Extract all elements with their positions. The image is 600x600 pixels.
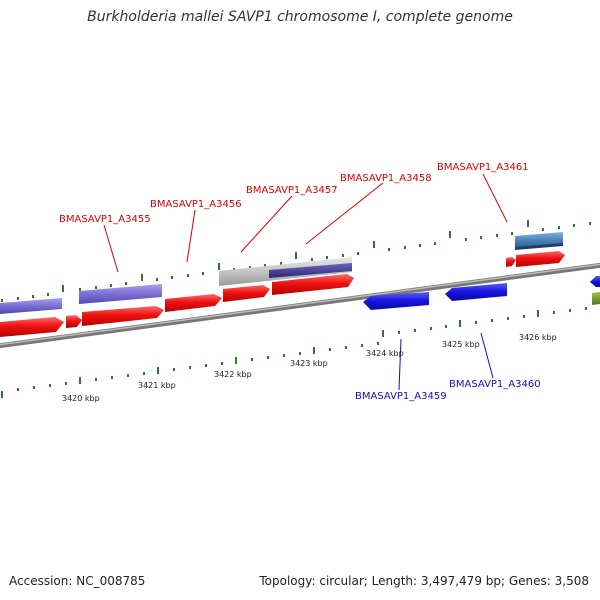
purple-feature-left[interactable] <box>0 298 62 314</box>
outer-tick-ring <box>1 220 591 302</box>
leader-a3459 <box>398 338 402 391</box>
forward-cds-arrow[interactable] <box>0 317 64 337</box>
gene-label-a3460: BMASAVP1_A3460 <box>449 379 541 390</box>
gene-label-a3458: BMASAVP1_A3458 <box>340 173 432 184</box>
reverse-cds-arrow-a3460[interactable] <box>445 283 507 301</box>
inner-tick-ring <box>1 307 587 398</box>
gene-label-a3461: BMASAVP1_A3461 <box>437 162 529 173</box>
gene-label-a3459: BMASAVP1_A3459 <box>355 391 447 402</box>
leader-a3460 <box>480 332 494 379</box>
forward-cds-arrow[interactable] <box>82 306 164 326</box>
scale-label: 3425 kbp <box>442 340 480 349</box>
forward-cds-arrow[interactable] <box>506 257 516 267</box>
navy-feature-a3458[interactable] <box>269 263 352 278</box>
gene-label-a3457: BMASAVP1_A3457 <box>246 185 338 196</box>
forward-cds-arrow[interactable] <box>165 294 222 312</box>
purple-feature-a3455[interactable] <box>79 284 162 304</box>
olive-feature[interactable] <box>592 292 600 305</box>
scale-label: 3423 kbp <box>290 359 328 368</box>
steel-feature-stripe <box>515 243 563 250</box>
gene-label-a3455: BMASAVP1_A3455 <box>59 214 151 225</box>
topology-label: Topology: circular; Length: 3,497,479 bp… <box>259 574 589 588</box>
accession-label: Accession: NC_008785 <box>9 574 146 588</box>
leader-a3456 <box>186 209 196 263</box>
leader-a3455 <box>103 224 119 273</box>
genome-backbone-highlight <box>0 263 600 346</box>
leader-a3461 <box>482 173 508 223</box>
forward-label-leaders <box>103 173 508 273</box>
reverse-cds-arrow[interactable] <box>590 276 600 287</box>
forward-cds-arrow[interactable] <box>516 251 565 267</box>
scale-label: 3420 kbp <box>62 394 100 403</box>
forward-cds-arrow[interactable] <box>272 274 354 295</box>
forward-cds-arrow[interactable] <box>66 315 82 328</box>
scale-label: 3426 kbp <box>519 333 557 342</box>
scale-label: 3424 kbp <box>366 349 404 358</box>
leader-a3457 <box>240 195 293 253</box>
scale-label: 3421 kbp <box>138 381 176 390</box>
gene-label-a3456: BMASAVP1_A3456 <box>150 199 242 210</box>
genome-backbone <box>0 262 600 349</box>
scale-label: 3422 kbp <box>214 370 252 379</box>
leader-a3458 <box>305 182 384 245</box>
forward-cds-arrow[interactable] <box>223 285 270 302</box>
reverse-cds-arrow-a3459[interactable] <box>363 292 429 310</box>
reverse-label-leaders <box>398 332 494 391</box>
map-title: Burkholderia mallei SAVP1 chromosome I, … <box>87 9 513 25</box>
